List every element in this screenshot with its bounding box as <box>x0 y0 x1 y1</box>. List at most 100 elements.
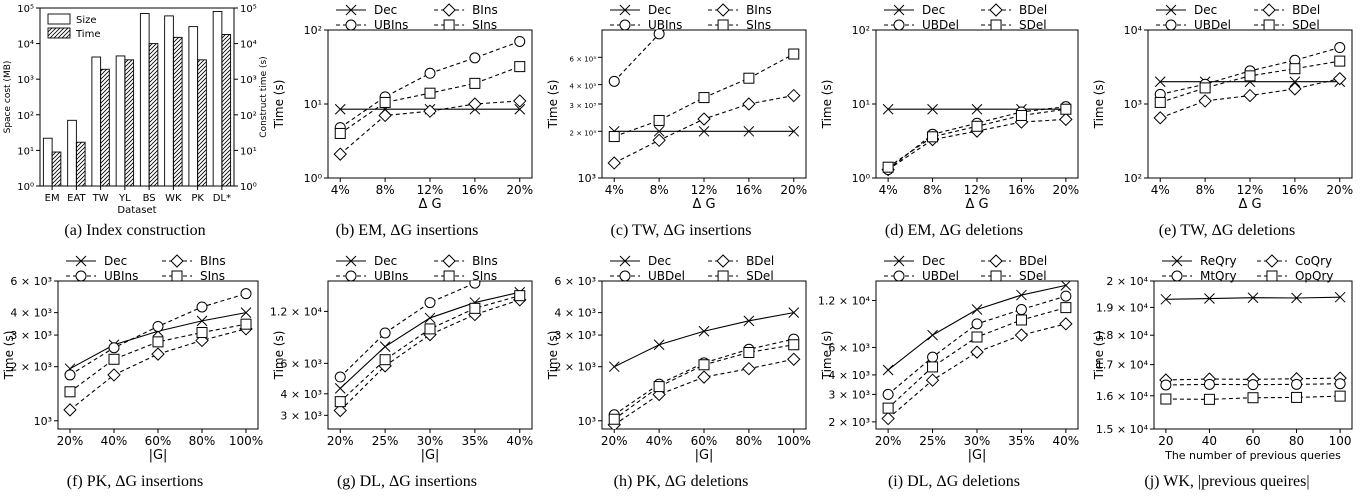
plot-area <box>881 101 1073 177</box>
legend-label-sdel: SDel <box>1292 18 1320 32</box>
point-ubins-1 <box>653 30 665 40</box>
panel-e: 10² 10³ 10⁴ Time (s) 4% 8% 12% 16% 20% Δ G Dec BDel… <box>1090 0 1364 250</box>
caption-e: (e) TW, ΔG deletions <box>1158 222 1296 239</box>
legend-label-bins: BIns <box>200 254 226 268</box>
point-mtqry-0 <box>1160 379 1172 391</box>
legend-marker-ubdel <box>893 270 905 282</box>
y-axis-label: Time (s) <box>272 80 286 130</box>
legend-marker-ubdel <box>893 19 905 31</box>
panel-i: 2 × 10³ 3 × 10³ 4 × 10³ 6 × 10³ 1.2 × 10⁴ Tim… <box>818 251 1090 501</box>
y-tick-label: 6 × 10³ <box>570 55 597 63</box>
point-bins-0 <box>333 403 347 418</box>
x-tick-label: 100% <box>229 434 263 448</box>
point-ubins-4 <box>515 264 525 274</box>
legend-marker-ubdel <box>1165 19 1177 31</box>
legend-label-coqry: CoQry <box>1295 254 1332 268</box>
point-ubdel-3 <box>1015 304 1027 316</box>
plot-area <box>1153 42 1347 125</box>
point-sdel-0 <box>882 402 894 414</box>
x-tick-label: 20 <box>1158 434 1173 448</box>
series-line-bins <box>339 100 520 155</box>
point-ubins-1 <box>108 342 120 354</box>
point-reqry-3 <box>1291 292 1302 304</box>
plot-area <box>333 264 527 418</box>
point-sdel-3 <box>1015 109 1027 121</box>
point-bdel-4 <box>1059 317 1073 331</box>
legend-label-time: Time <box>75 29 100 40</box>
x-tick-label: 80% <box>736 434 763 448</box>
point-bins-0 <box>63 403 77 417</box>
x-tick-label: 25% <box>372 434 399 448</box>
x-tick-label: 40% <box>1053 434 1080 448</box>
point-dec-0 <box>334 382 346 394</box>
point-ubins-0 <box>608 75 620 87</box>
panel-f: 10³ 2 × 10³ 3 × 10³ 4 × 10³ 6 × 10³ Time (s) 2… <box>0 251 270 501</box>
point-sins-1 <box>653 114 665 126</box>
caption-d: (d) EM, ΔG deletions <box>884 222 1024 239</box>
point-dec-0 <box>882 364 894 376</box>
y-tick-label: 4 × 10³ <box>10 307 52 320</box>
point-sins-1 <box>379 354 391 366</box>
y2-tick-label: 10⁴ <box>240 40 257 51</box>
x-axis-label: Δ G <box>965 197 988 212</box>
point-ubins-2 <box>699 0 709 5</box>
series-line-sins <box>69 323 247 393</box>
x-tick-label: 16% <box>736 183 763 197</box>
x-tick-label: 20% <box>875 434 902 448</box>
point-sdel-1 <box>927 131 939 143</box>
x-tick-label: 12% <box>691 183 718 197</box>
point-bdel-3 <box>1014 328 1029 342</box>
x-tick-label: 40% <box>101 434 128 448</box>
legend-marker-sdel <box>990 270 1002 282</box>
bar-size-wk <box>164 15 174 187</box>
point-bins-1 <box>107 368 121 382</box>
panel-c: 10³ 2 × 10³ 3 × 10³ 4 × 10³ 6 × 10³ Time (s) 4… <box>544 0 818 250</box>
point-dec-1 <box>379 341 391 352</box>
y-tick-label: 6 × 10³ <box>554 275 596 288</box>
point-sdel-0 <box>608 413 620 425</box>
legend-label-ubdel: UBDel <box>922 18 959 32</box>
y-tick-label: 1.2 × 10⁴ <box>270 305 323 318</box>
series-line-ubdel <box>887 106 1066 170</box>
y-tick-label: 10³ <box>578 172 596 185</box>
point-ubdel-0 <box>882 388 894 400</box>
point-dec-2 <box>971 103 983 115</box>
plot-area <box>881 281 1073 426</box>
point-ubdel-4 <box>1060 290 1072 302</box>
legend-marker-sins <box>443 270 455 282</box>
x-axis-label: |G| <box>149 448 168 463</box>
legend-label-dec: Dec <box>648 254 671 268</box>
point-bdel-2 <box>970 345 984 359</box>
x-axis-label: The number of previous queries <box>1164 449 1341 462</box>
point-sdel-3 <box>1289 63 1301 75</box>
point-bins-2 <box>423 104 437 118</box>
legend-label-opqry: OpQry <box>1295 269 1334 283</box>
x-tick-label: 20% <box>506 183 533 197</box>
plot-area <box>607 307 801 429</box>
x-tick-label: 4% <box>605 183 624 197</box>
panel-h: 10³ 2 × 10³ 3 × 10³ 4 × 10³ 6 × 10³ Time (s) 2… <box>544 251 818 501</box>
point-sins-3 <box>743 72 755 84</box>
y-tick-label: 10⁰ <box>304 172 323 185</box>
legend-label-dec: Dec <box>922 3 945 17</box>
point-mtqry-2 <box>1247 379 1259 391</box>
point-bdel-0 <box>881 411 895 426</box>
bar-size-em <box>42 137 53 187</box>
point-dec-4 <box>1060 281 1072 291</box>
plot-area <box>607 0 801 170</box>
point-dec-4 <box>240 307 252 318</box>
point-sdel-2 <box>698 359 710 371</box>
legend-label-ubins: UBIns <box>648 18 682 32</box>
y-tick-label: 6 × 10³ <box>280 357 322 370</box>
point-sdel-1 <box>1199 82 1211 94</box>
x-tick-label: 30% <box>417 434 444 448</box>
x-tick-label: 40% <box>646 434 673 448</box>
legend-marker-dec <box>619 255 631 267</box>
series-line-sins <box>339 295 520 403</box>
y-tick-label: 1.8 × 10⁴ <box>1096 329 1149 342</box>
legend-label-bdel: BDel <box>1292 3 1320 17</box>
y-tick-label: 10³ <box>34 415 52 428</box>
x-tick-label: DL* <box>213 193 231 204</box>
bar-size-yl <box>115 55 126 187</box>
legend-label-bins: BIns <box>472 3 498 17</box>
